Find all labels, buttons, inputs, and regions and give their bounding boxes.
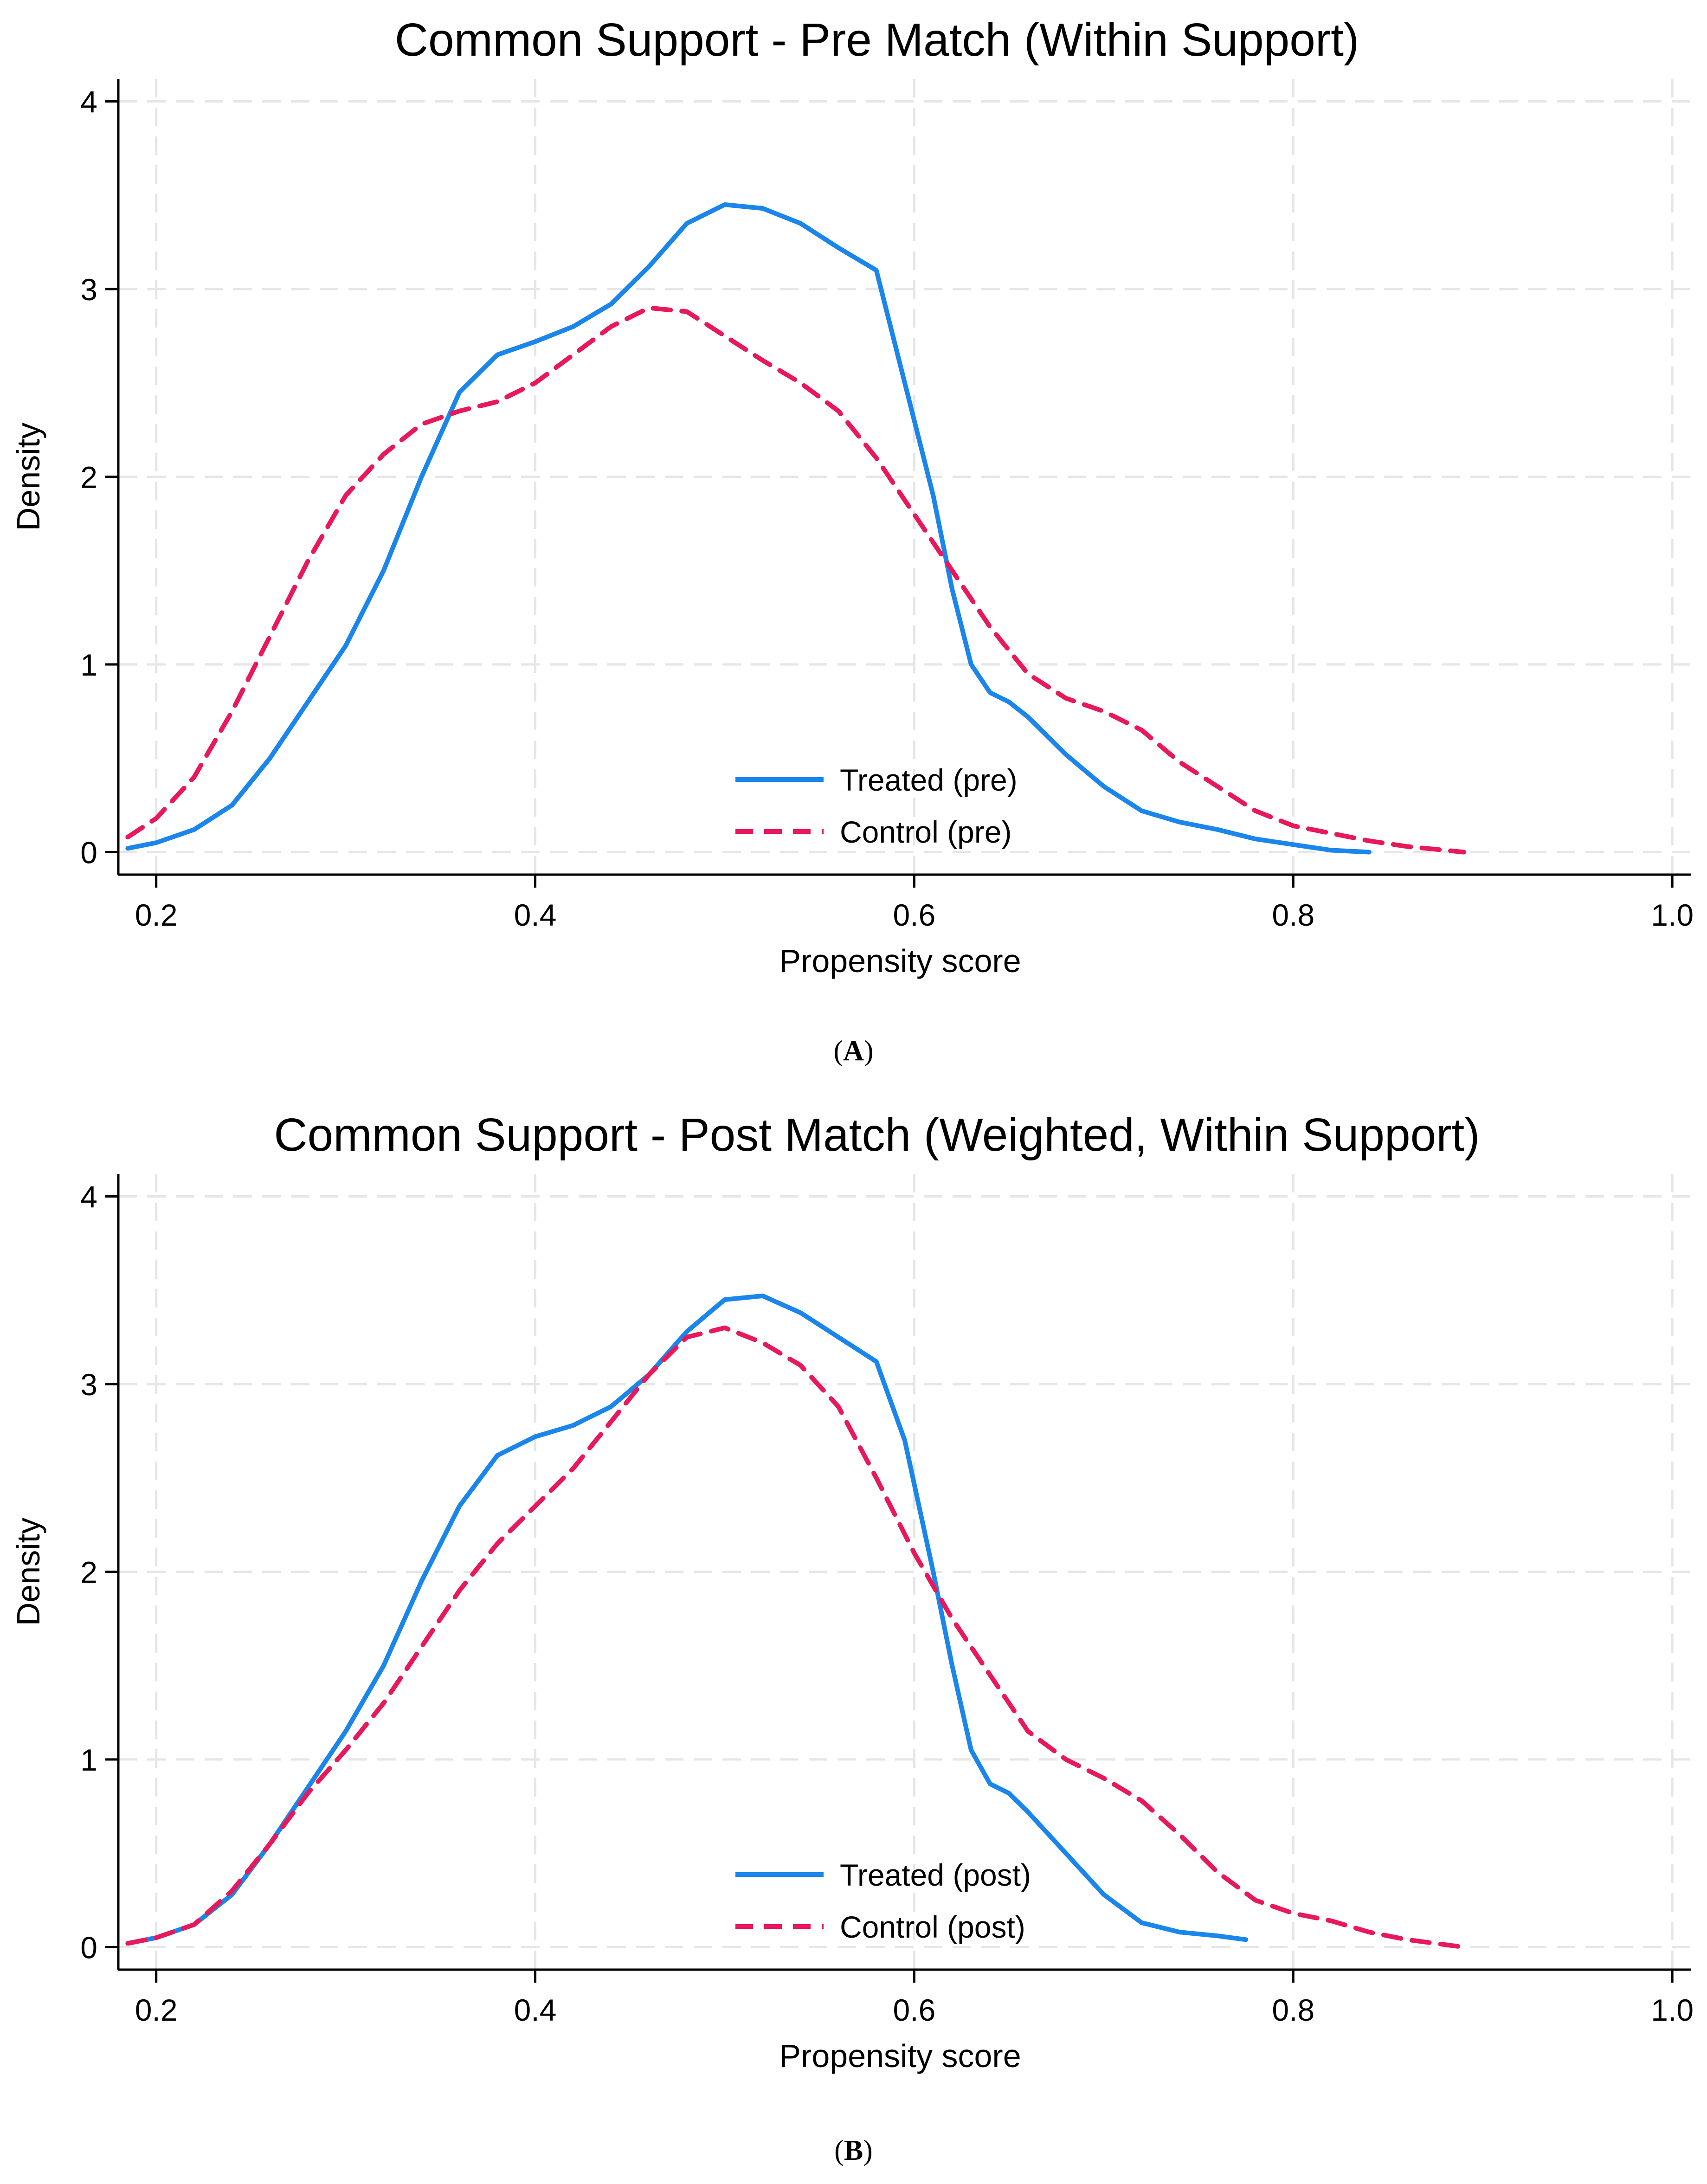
x-axis-title: Propensity score xyxy=(779,943,1021,979)
x-tick-label: 0.8 xyxy=(1272,1993,1314,2027)
y-tick-label: 1 xyxy=(80,1743,97,1777)
chart-b: 0 1 2 3 4 0.2 0.4 0.6 0.8 1.0 Common Support - Pos… xyxy=(10,1109,1694,2074)
y-axis-title: Density xyxy=(10,1518,46,1626)
legend-label: Control (post) xyxy=(840,1910,1025,1944)
x-tick-label: 0.2 xyxy=(135,1993,178,2027)
chart-panel-b: 0 1 2 3 4 0.2 0.4 0.6 0.8 1.0 Common Support - Pos… xyxy=(0,1095,1707,2184)
y-tick-label: 3 xyxy=(80,1367,97,1402)
x-tick-label: 0.2 xyxy=(135,898,178,932)
chart-a: 0 1 2 3 4 0.2 0.4 0.6 0.8 1.0 Common Support - Pre… xyxy=(10,14,1694,979)
x-tick-label: 0.8 xyxy=(1272,898,1314,932)
legend-label: Treated (post) xyxy=(840,1858,1031,1892)
y-tick-label: 2 xyxy=(80,460,97,495)
x-tick-label: 1.0 xyxy=(1651,1993,1694,2027)
caption-b: (B) xyxy=(834,2135,873,2166)
legend-label: Control (pre) xyxy=(840,815,1011,849)
control-density-line xyxy=(125,1325,1466,1950)
x-tick-label: 0.6 xyxy=(893,1993,936,2027)
treated-density-line xyxy=(125,202,1372,855)
caption-a-letter: A xyxy=(843,1035,864,1067)
chart-title: Common Support - Pre Match (Within Suppo… xyxy=(395,14,1359,66)
x-tick-label: 0.4 xyxy=(514,1993,557,2027)
y-tick-label: 4 xyxy=(80,1180,97,1214)
y-tick-label: 1 xyxy=(80,648,97,682)
x-tick-label: 0.4 xyxy=(514,898,557,932)
control-density-line xyxy=(125,305,1466,855)
caption-a: (A) xyxy=(833,1035,874,1067)
chart-panel-a: 0 1 2 3 4 0.2 0.4 0.6 0.8 1.0 Common Support - Pre… xyxy=(10,14,1694,1067)
x-tick-label: 1.0 xyxy=(1651,898,1694,932)
chart-title: Common Support - Post Match (Weighted, W… xyxy=(274,1109,1480,1161)
y-axis-title: Density xyxy=(10,423,46,531)
treated-density-line xyxy=(125,1293,1249,1946)
y-tick-label: 2 xyxy=(80,1555,97,1590)
caption-b-letter: B xyxy=(844,2135,863,2166)
x-axis-title: Propensity score xyxy=(779,2038,1021,2074)
y-tick-label: 4 xyxy=(80,85,97,119)
y-tick-label: 0 xyxy=(80,1930,97,1965)
legend-label: Treated (pre) xyxy=(840,763,1018,797)
x-tick-label: 0.6 xyxy=(893,898,936,932)
y-tick-label: 0 xyxy=(80,835,97,870)
y-tick-label: 3 xyxy=(80,272,97,307)
